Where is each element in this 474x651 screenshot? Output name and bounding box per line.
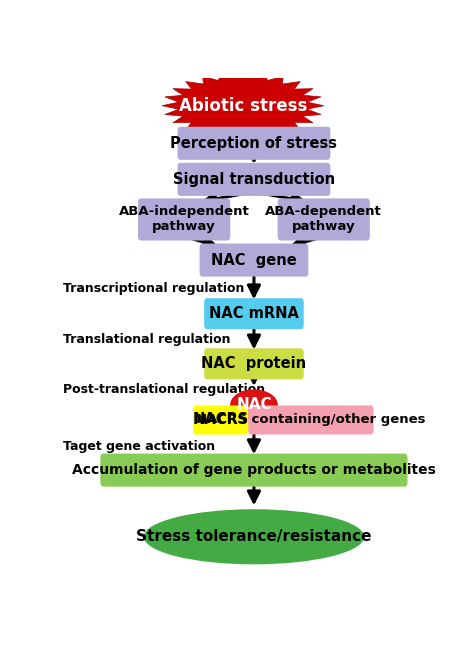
Text: Signal transduction: Signal transduction xyxy=(173,172,335,187)
FancyBboxPatch shape xyxy=(100,454,408,487)
Text: NACRS containing/other genes: NACRS containing/other genes xyxy=(196,413,426,426)
Polygon shape xyxy=(162,72,324,140)
Text: NAC  gene: NAC gene xyxy=(211,253,297,268)
Text: NAC  protein: NAC protein xyxy=(201,356,307,371)
FancyBboxPatch shape xyxy=(278,199,370,240)
Text: Stress tolerance/resistance: Stress tolerance/resistance xyxy=(136,529,372,544)
Ellipse shape xyxy=(230,389,278,421)
FancyBboxPatch shape xyxy=(204,348,304,380)
Text: ABA-dependent
pathway: ABA-dependent pathway xyxy=(265,206,382,234)
Ellipse shape xyxy=(144,509,364,564)
Text: Transcriptional regulation: Transcriptional regulation xyxy=(63,282,244,295)
Text: Taget gene activation: Taget gene activation xyxy=(63,440,215,453)
FancyBboxPatch shape xyxy=(204,298,304,329)
Text: ABA-independent
pathway: ABA-independent pathway xyxy=(119,206,249,234)
Text: Abiotic stress: Abiotic stress xyxy=(179,97,307,115)
Text: NAC: NAC xyxy=(236,398,272,413)
Text: NAC mRNA: NAC mRNA xyxy=(209,306,299,321)
FancyBboxPatch shape xyxy=(193,406,249,434)
Text: Translational regulation: Translational regulation xyxy=(63,333,230,346)
FancyBboxPatch shape xyxy=(178,163,330,196)
FancyBboxPatch shape xyxy=(200,243,308,277)
Text: NACRS: NACRS xyxy=(193,413,249,428)
FancyBboxPatch shape xyxy=(248,406,374,434)
Text: Perception of stress: Perception of stress xyxy=(171,136,337,151)
Text: Post-translational regulation: Post-translational regulation xyxy=(63,383,265,396)
FancyBboxPatch shape xyxy=(178,127,330,160)
Text: Accumulation of gene products or metabolites: Accumulation of gene products or metabol… xyxy=(72,463,436,477)
FancyBboxPatch shape xyxy=(138,199,230,240)
